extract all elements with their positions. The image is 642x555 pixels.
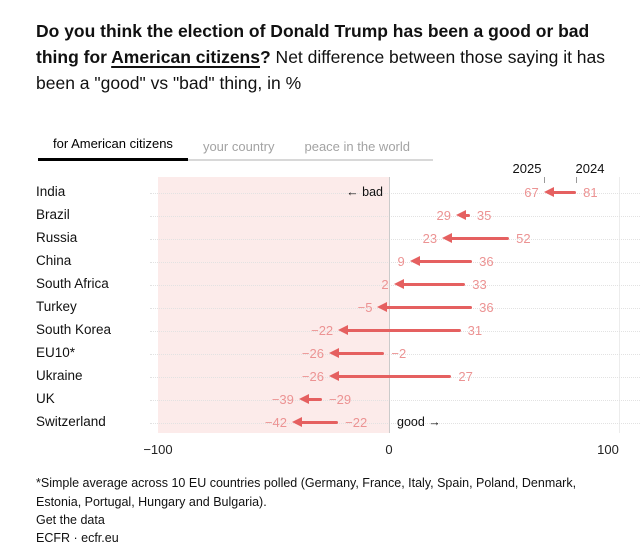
value-label-2024: −22 [345,414,368,430]
country-label: China [36,252,72,268]
trend-arrow-shaft [417,259,473,264]
value-label-2025: −22 [311,322,334,338]
country-label: Ukraine [36,367,83,383]
value-label-2024: 36 [479,299,494,315]
row-gridline [150,353,640,355]
arrow-head-icon [328,371,339,381]
trend-arrow-shaft [336,351,385,356]
tab-for-american-citizens[interactable]: for American citizens [38,132,188,161]
arrow-head-icon [298,394,309,404]
value-label-2025: −26 [301,345,324,361]
footnote: *Simple average across 10 EU countries p… [36,476,577,509]
trend-arrow-shaft [299,420,339,425]
value-label-2024: −29 [329,391,352,407]
arrow-head-icon [291,417,302,427]
arrow-head-icon [338,325,349,335]
value-label-2025: 9 [397,253,405,269]
tab-bar: for American citizens your country peace… [38,132,433,161]
value-label-2024: 31 [467,322,483,338]
row-gridline [150,422,640,424]
x-tick-label-100: 100 [597,442,619,457]
row-gridline [150,261,640,263]
country-label: Turkey [36,298,77,314]
row-gridline [150,238,640,240]
tab-your-country[interactable]: your country [202,139,275,154]
title-question-mark: ? [259,47,271,67]
value-label-2024: 36 [479,253,494,269]
country-label: Brazil [36,206,70,222]
arrow-head-icon [455,210,466,220]
value-label-2025: 29 [436,207,451,223]
arrow-head-icon [543,187,554,197]
zero-axis-line [389,177,390,433]
country-label: India [36,183,66,199]
value-label-2025: 67 [524,184,539,200]
arrow-head-icon [442,233,453,243]
gridline-100 [619,177,620,433]
row-gridline [150,399,640,401]
tab-peace-in-the-world[interactable]: peace in the world [304,139,410,154]
title-subtitle: Net difference between those saying it h… [36,47,606,93]
arrow-head-icon [393,279,404,289]
value-label-2024: −2 [391,345,407,361]
value-label-2024: 35 [476,207,492,223]
column-header-2024: 2024 [575,161,605,176]
column-header-2025: 2025 [512,161,542,176]
value-label-2025: −26 [301,368,324,384]
value-label-2024: 52 [516,230,531,246]
good-direction-annotation: good → [397,415,441,429]
source-link[interactable]: ECFR · ecfr.eu [36,531,119,545]
arrow-head-icon [328,348,339,358]
country-label: Russia [36,229,78,245]
trend-arrow-shaft [463,213,470,218]
value-label-2024: 81 [583,184,598,200]
header-tick-2024 [576,177,578,183]
value-label-2025: −5 [357,299,373,315]
trend-arrow-shaft [336,374,452,379]
country-label: UK [36,390,55,406]
trend-arrow-shaft [551,190,577,195]
value-label-2025: 2 [381,276,389,292]
country-label: South Korea [36,321,112,337]
trend-arrow-shaft [385,305,473,310]
value-label-2025: 23 [422,230,438,246]
title-underlined-phrase: American citizens [111,47,260,67]
trend-arrow-shaft [346,328,461,333]
x-tick-label-zero: 0 [385,442,393,457]
trend-arrow-shaft [306,397,322,402]
chart-title: Do you think the election of Donald Trum… [36,18,636,96]
x-tick-label-minus100: −100 [143,442,173,457]
country-label: EU10* [36,344,76,360]
arrow-head-icon [409,256,420,266]
row-gridline [150,215,640,217]
value-label-2025: −42 [264,414,287,430]
plot-bad-region [158,177,389,433]
header-tick-2025 [543,177,545,183]
value-label-2024: 27 [458,368,473,384]
trend-arrow-shaft [401,282,466,287]
country-label: South Africa [36,275,109,291]
value-label-2024: 33 [472,276,487,292]
get-the-data-link[interactable]: Get the data [36,513,105,527]
arrow-head-icon [377,302,388,312]
value-label-2025: −39 [271,391,294,407]
country-label: Switzerland [36,413,106,429]
bad-direction-annotation: ← bad [346,185,383,199]
row-gridline [150,192,640,194]
title-lead: Do you think the election of Donald Trum… [36,21,590,67]
trend-arrow-shaft [450,236,510,241]
